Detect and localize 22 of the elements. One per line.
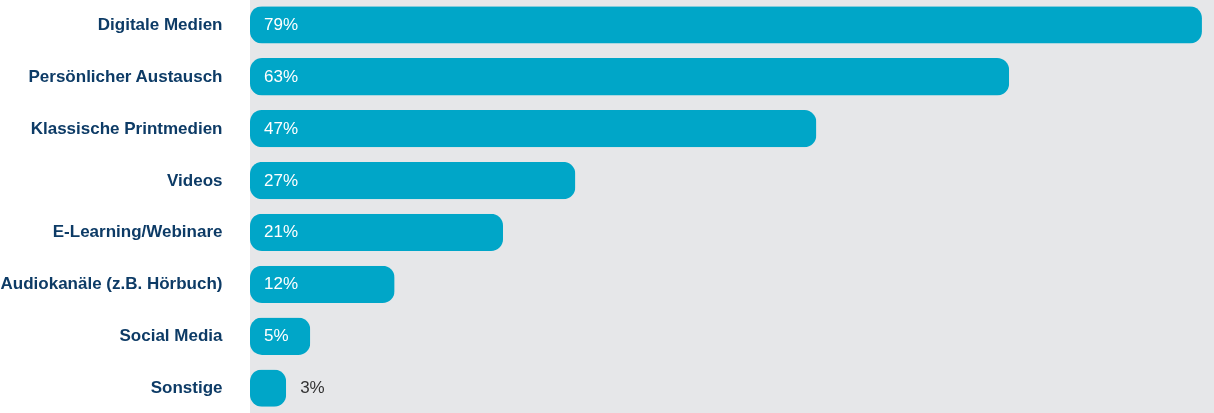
bar (250, 161, 576, 200)
y-tick-label: Sonstige (150, 378, 223, 398)
data-label: 63% (264, 66, 299, 86)
bar (250, 58, 1010, 96)
data-label: 5% (264, 326, 289, 346)
y-tick-label: Videos (167, 170, 223, 190)
data-label: 21% (264, 222, 299, 242)
y-tick-label: E-Learning/Webinare (52, 222, 223, 242)
y-tick-label: Klassische Printmedien (30, 118, 223, 138)
data-label: 3% (300, 378, 325, 398)
y-tick-label: Social Media (119, 326, 224, 346)
y-tick-label: Persönlicher Austausch (28, 66, 223, 86)
data-label: 12% (264, 274, 299, 294)
bar (250, 265, 395, 304)
data-label: 79% (264, 14, 299, 34)
y-tick-label: Audiokanäle (z.B. Hörbuch) (0, 274, 223, 294)
data-label: 47% (264, 118, 299, 138)
data-label: 27% (264, 170, 299, 190)
bar (250, 6, 1202, 44)
bar (250, 109, 817, 148)
y-tick-label: Digitale Medien (97, 14, 223, 34)
bar (250, 213, 504, 252)
